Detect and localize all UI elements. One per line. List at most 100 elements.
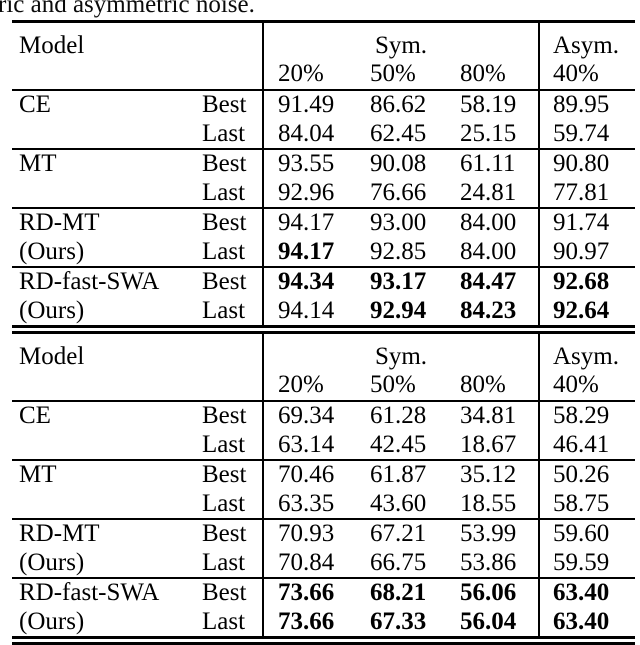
model-cell: CE [19, 402, 51, 429]
value-cell: 70.93 [262, 520, 352, 549]
asym-group-header: Asym. [538, 334, 635, 372]
phase-cell: Last [202, 430, 246, 458]
header-rule [12, 89, 635, 91]
model-cell: (Ours) [19, 548, 85, 576]
double-rule-line [12, 331, 635, 334]
value-cell: 43.60 [370, 489, 427, 517]
model-cell [12, 431, 200, 460]
value-cell: 73.66 [262, 607, 352, 636]
value-cell: 18.67 [460, 430, 517, 458]
noise-level-header: 50% [370, 61, 416, 87]
value-cell: 50.26 [538, 461, 635, 490]
value-cell: 69.34 [262, 402, 352, 431]
value-cell: 24.81 [460, 178, 517, 206]
value-cell: 18.55 [460, 489, 517, 517]
value-cell: 34.81 [460, 402, 517, 429]
value-cell: 67.33 [370, 607, 427, 635]
model-column-header: Model [19, 343, 85, 370]
noise-level-header: 40% [538, 61, 635, 89]
value-cell: 92.94 [370, 296, 427, 324]
value-cell: 25.15 [460, 119, 517, 147]
value-cell: 61.28 [370, 402, 427, 429]
caption-fragment: ric and asymmetric noise. [0, 0, 255, 18]
header-spacer [12, 372, 262, 400]
noise-level-header: 50% [370, 372, 416, 398]
value-cell: 89.95 [538, 91, 635, 120]
noise-level-header: 80% [460, 372, 506, 398]
noise-level-header: 20% [262, 372, 352, 400]
value-cell: 53.86 [460, 548, 517, 576]
value-cell: 63.35 [262, 489, 352, 518]
value-cell: 67.21 [370, 520, 427, 547]
group-separator-rule [12, 518, 635, 520]
value-cell: 86.62 [370, 91, 427, 118]
results-table-2: Model Sym. Asym. 20% 50% 80% 40% CE Best 69.34 61.… [12, 334, 635, 636]
model-cell [12, 179, 200, 208]
noise-level-header: 40% [538, 372, 635, 400]
group-separator-rule [12, 148, 635, 150]
value-cell: 93.17 [370, 268, 427, 295]
value-cell: 35.12 [460, 461, 517, 488]
noise-level-header: 80% [460, 61, 506, 87]
phase-cell: Best [202, 520, 247, 547]
phase-cell: Best [202, 209, 247, 236]
value-cell: 70.84 [262, 548, 352, 577]
group-separator-rule [12, 207, 635, 209]
phase-cell: Best [202, 461, 247, 488]
value-cell: 70.46 [262, 461, 352, 490]
value-cell: 59.74 [538, 119, 635, 148]
model-cell: CE [19, 91, 51, 118]
noise-level-header: 20% [262, 61, 352, 89]
phase-cell: Best [202, 150, 247, 177]
model-cell: RD-fast-SWA [19, 268, 160, 295]
value-cell: 62.45 [370, 119, 427, 147]
group-separator-rule [12, 459, 635, 461]
value-cell: 92.96 [262, 178, 352, 207]
model-column-header: Model [19, 32, 85, 59]
sym-group-header: Sym. [262, 334, 538, 372]
value-cell: 53.99 [460, 520, 517, 547]
results-table-1: Model Sym. Asym. 20% 50% 80% 40% CE Best 91.49 86.… [12, 23, 635, 325]
sym-group-header: Sym. [262, 23, 538, 61]
value-cell: 94.17 [262, 237, 352, 266]
value-cell: 76.66 [370, 178, 427, 206]
group-separator-rule [12, 266, 635, 268]
value-cell: 73.66 [262, 579, 352, 608]
value-cell: 94.34 [262, 268, 352, 297]
double-rule-line [12, 636, 635, 639]
group-separator-rule [12, 577, 635, 579]
value-cell: 90.97 [538, 237, 635, 266]
phase-cell: Best [202, 579, 247, 606]
header-rule [12, 400, 635, 402]
value-cell: 77.81 [538, 178, 635, 207]
phase-cell: Best [202, 402, 247, 429]
phase-cell: Last [202, 178, 246, 206]
value-cell: 56.06 [460, 579, 517, 606]
phase-cell: Last [202, 607, 246, 635]
model-cell: RD-MT [19, 209, 100, 236]
phase-cell: Last [202, 119, 246, 147]
model-cell: (Ours) [19, 607, 85, 635]
value-cell: 56.04 [460, 607, 517, 635]
value-cell: 93.00 [370, 209, 427, 236]
value-cell: 59.60 [538, 520, 635, 549]
value-cell: 61.87 [370, 461, 427, 488]
phase-cell: Last [202, 548, 246, 576]
value-cell: 63.40 [538, 607, 635, 636]
value-cell: 92.68 [538, 268, 635, 297]
phase-cell: Last [202, 296, 246, 324]
model-cell: MT [19, 461, 57, 488]
value-cell: 42.45 [370, 430, 427, 458]
value-cell: 94.17 [262, 209, 352, 238]
table-top-rule [12, 20, 635, 23]
model-cell [12, 120, 200, 149]
value-cell: 93.55 [262, 150, 352, 179]
phase-cell: Best [202, 268, 247, 295]
phase-cell: Last [202, 489, 246, 517]
value-cell: 59.59 [538, 548, 635, 577]
value-cell: 84.23 [460, 296, 517, 324]
value-cell: 46.41 [538, 430, 635, 459]
value-cell: 90.80 [538, 150, 635, 179]
value-cell: 58.19 [460, 91, 517, 118]
